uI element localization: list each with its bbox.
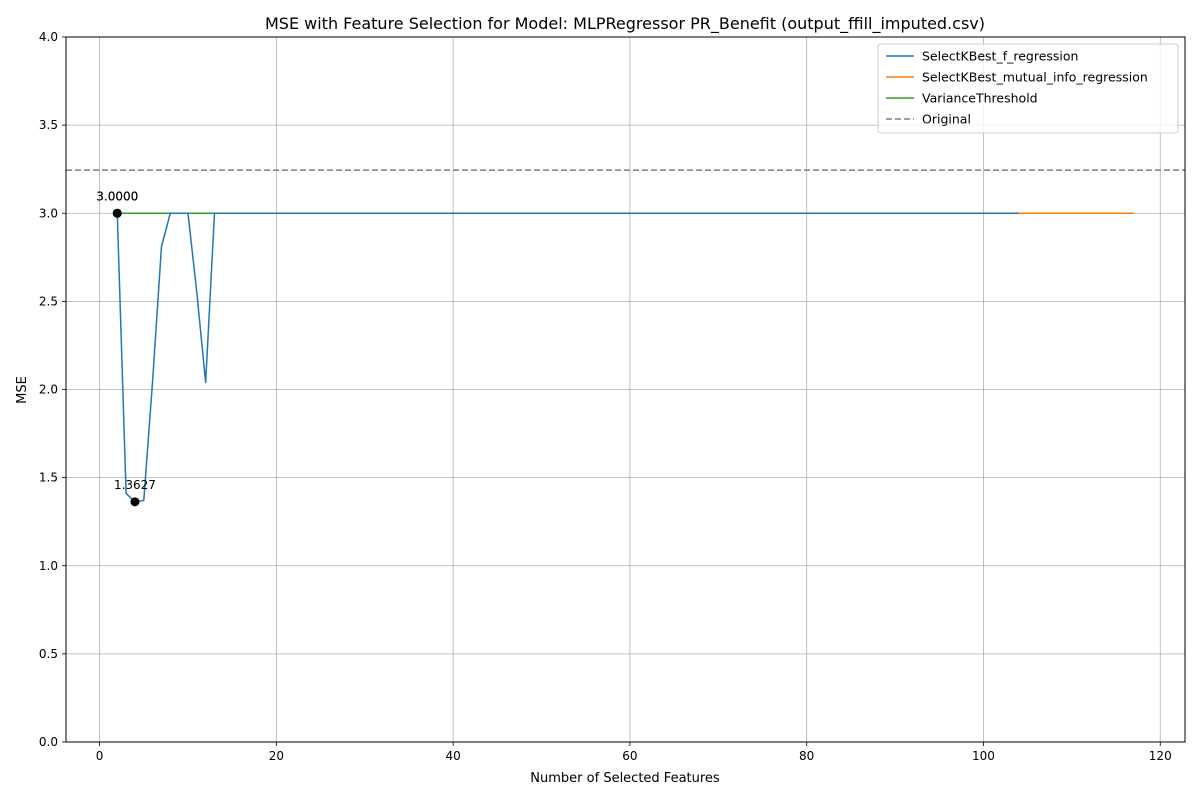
- x-tick-label: 80: [799, 749, 814, 763]
- x-tick-label: 0: [96, 749, 104, 763]
- y-tick-label: 1.0: [39, 559, 58, 573]
- y-axis-label: MSE: [15, 376, 30, 404]
- y-tick-label: 2.5: [39, 294, 58, 308]
- x-tick-label: 40: [446, 749, 461, 763]
- x-tick-label: 60: [622, 749, 637, 763]
- y-tick-label: 3.0: [39, 206, 58, 220]
- series-line-selectkbest-f-regression: [116, 212, 1019, 503]
- y-tick-label: 3.5: [39, 118, 58, 132]
- y-tick-label: 0.5: [39, 647, 58, 661]
- legend: SelectKBest_f_regression SelectKBest_mutu…: [877, 43, 1179, 134]
- legend-label: SelectKBest_f_regression: [922, 49, 1078, 64]
- x-tick-label: 100: [972, 749, 995, 763]
- legend-label: VarianceThreshold: [922, 91, 1038, 106]
- annotation-point: [130, 497, 140, 507]
- y-tick-label: 0.0: [39, 735, 58, 749]
- y-tick-label: 1.5: [39, 471, 58, 485]
- legend-box: [877, 43, 1179, 134]
- chart-title: MSE with Feature Selection for Model: ML…: [265, 14, 985, 34]
- annotation-label: 1.3627: [114, 478, 156, 492]
- annotation-point: [112, 208, 122, 218]
- legend-label: SelectKBest_mutual_info_regression: [922, 70, 1148, 85]
- y-tick-label: 4.0: [39, 30, 58, 44]
- axis-ticks: 0 20 40 60 80 100 120 0.0 0.5 1.0 1.5 2.0 2.5 3.0 3.5 4…: [39, 30, 1172, 763]
- series-lines: [66, 169, 1185, 503]
- y-tick-label: 2.0: [39, 383, 58, 397]
- annotation-label: 3.0000: [96, 189, 138, 203]
- x-tick-label: 20: [269, 749, 284, 763]
- legend-label: Original: [922, 112, 971, 127]
- x-axis-label: Number of Selected Features: [530, 771, 720, 786]
- x-tick-label: 120: [1149, 749, 1172, 763]
- annotation-label: 3.0000: [96, 189, 138, 203]
